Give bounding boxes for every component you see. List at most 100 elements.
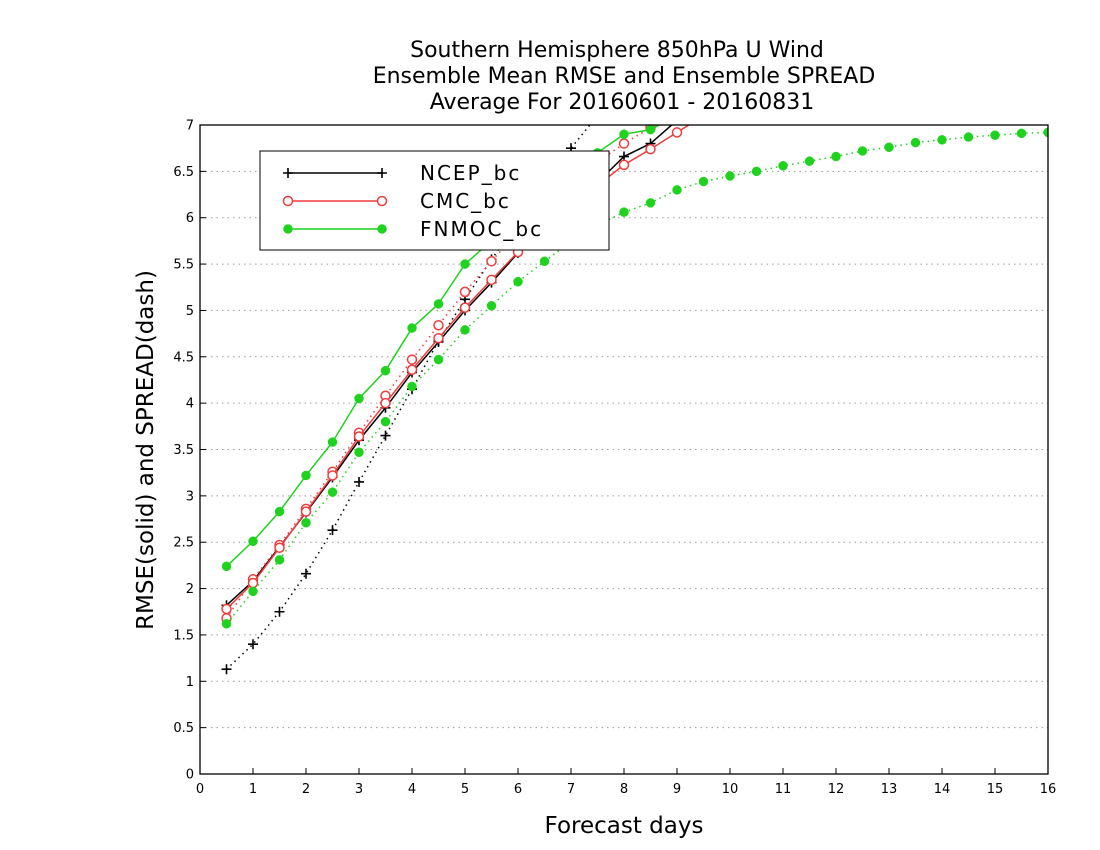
FNMOC_bc-spread-point-26 [910,137,921,148]
legend: NCEP_bc CMC_bc FNMOC_bc [259,150,610,251]
x-tick-label-5: 5 [461,782,469,797]
FNMOC_bc-rmse-point-0 [221,561,232,572]
x-tick-label-3: 3 [355,782,363,797]
FNMOC_bc-spread-point-25 [884,142,894,153]
FNMOC_bc-rmse-point-9 [460,259,470,269]
CMC_bc-rmse-point-3 [300,506,312,517]
FNMOC_bc-spread-point-17 [672,185,682,195]
FNMOC_bc-spread-point-4 [327,487,338,497]
FNMOC_bc-rmse-point-16 [645,125,656,135]
FNMOC_bc-spread-point-12 [539,256,550,267]
CMC_bc-rmse-point-17 [671,127,683,138]
CMC_bc-rmse-point-1 [247,577,259,589]
NCEP_bc-spread-line [225,125,591,670]
CMC_bc-rmse-point-16 [645,143,656,155]
legend-label: CMC_bc [420,189,511,213]
x-tick-label-8: 8 [620,782,628,797]
title-line-3: Average For 20160601 - 20160831 [430,90,815,115]
y-tick-label-9: 4.5 [173,350,194,365]
x-tick-label-4: 4 [408,782,416,797]
legend-marker-start [283,168,293,178]
FNMOC_bc-spread-point-19 [725,171,735,181]
CMC_bc-spread-point-10 [486,256,497,267]
FNMOC_bc-rmse-point-4 [327,437,338,447]
y-tick-label-7: 3.5 [173,443,194,458]
FNMOC_bc-spread-point-23 [831,151,841,162]
NCEP_bc-rmse-point-17 [676,125,678,126]
axis-ticks: 0 1 2 3 4 5 6 7 8 9 10 11 12 13 14 15 1600.511.522.533.5… [173,119,1056,798]
legend-entry-CMC_bc: CMC_bc [282,189,511,213]
FNMOC_bc-rmse-point-2 [274,506,285,517]
x-tick-label-0: 0 [196,782,204,797]
CMC_bc-rmse-point-0 [221,603,232,615]
y-tick-label-10: 5 [186,304,194,319]
y-tick-label-11: 5.5 [173,258,194,273]
FNMOC_bc-spread-point-8 [433,354,444,365]
x-tick-label-7: 7 [567,782,575,797]
CMC_bc-rmse-point-8 [433,332,444,344]
FNMOC_bc-spread-point-21 [778,161,788,171]
x-tick-label-16: 16 [1040,782,1057,797]
legend-entry-FNMOC_bc: FNMOC_bc [283,217,543,241]
CMC_bc-rmse-point-9 [459,302,471,313]
CMC_bc-spread-point-9 [459,286,471,298]
title-line-2: Ensemble Mean RMSE and Ensemble SPREAD [373,64,876,89]
CMC_bc-rmse-point-5 [353,431,365,442]
FNMOC_bc-rmse-point-8 [433,299,444,309]
NCEP_bc-spread-point-0 [221,664,232,675]
FNMOC_bc-spread-point-30 [1016,128,1027,139]
FNMOC_bc-spread-point-11 [513,276,523,287]
NCEP_bc-spread-point-4 [327,525,338,536]
NCEP_bc-spread-point-6 [380,430,391,441]
y-tick-label-3: 1.5 [173,628,194,643]
FNMOC_bc-spread-point-29 [990,130,1000,140]
y-tick-label-13: 6.5 [173,165,194,180]
FNMOC_bc-spread-point-28 [963,132,974,142]
y-tick-label-1: 0.5 [173,721,194,736]
FNMOC_bc-rmse-point-6 [380,365,391,376]
CMC_bc-spread-point-15 [618,138,630,149]
FNMOC_bc-spread-point-10 [486,301,497,311]
y-tick-label-8: 4 [186,397,194,412]
NCEP_bc-spread-point-3 [301,568,311,579]
NCEP_bc-spread-point-5 [354,476,364,487]
x-tick-label-11: 11 [775,782,792,797]
CMC_bc-rmse-point-2 [274,542,285,554]
gridlines [200,170,1048,729]
legend-marker-end [377,224,387,234]
NCEP_bc-spread-point-1 [248,639,258,650]
x-tick-label-15: 15 [987,782,1004,797]
series-CMC_bc [221,125,691,624]
y-tick-label-2: 1 [186,675,194,690]
legend-label: FNMOC_bc [420,217,543,241]
FNMOC_bc-rmse-point-15 [619,129,629,140]
legend-marker-end [377,168,387,178]
y-axis-label: RMSE(solid) and SPREAD(dash) [133,270,159,630]
FNMOC_bc-rmse-line [225,125,661,567]
CMC_bc-rmse-point-6 [380,397,391,409]
FNMOC_bc-spread-point-7 [407,381,417,392]
FNMOC_bc-spread-point-22 [804,156,815,166]
FNMOC_bc-spread-point-20 [751,166,762,177]
legend-marker-end [376,195,388,207]
CMC_bc-spread-point-7 [406,354,418,365]
y-tick-label-5: 2.5 [173,536,194,551]
x-tick-label-13: 13 [881,782,898,797]
FNMOC_bc-spread-point-1 [248,586,258,597]
CMC_bc-rmse-point-4 [327,470,338,481]
y-tick-label-6: 3 [186,489,194,504]
x-tick-label-12: 12 [828,782,845,797]
FNMOC_bc-spread-point-31 [1043,127,1048,138]
y-tick-label-14: 7 [186,119,194,134]
x-tick-label-10: 10 [722,782,739,797]
FNMOC_bc-rmse-point-3 [301,470,311,481]
CMC_bc-spread-point-8 [433,320,444,331]
y-tick-label-0: 0 [186,768,194,783]
x-tick-label-1: 1 [249,782,257,797]
CMC_bc-rmse-point-15 [618,159,630,171]
plot-series [221,125,1048,675]
legend-entry-NCEP_bc: NCEP_bc [283,161,519,185]
NCEP_bc-spread-point-2 [274,606,285,617]
x-tick-label-9: 9 [673,782,681,797]
